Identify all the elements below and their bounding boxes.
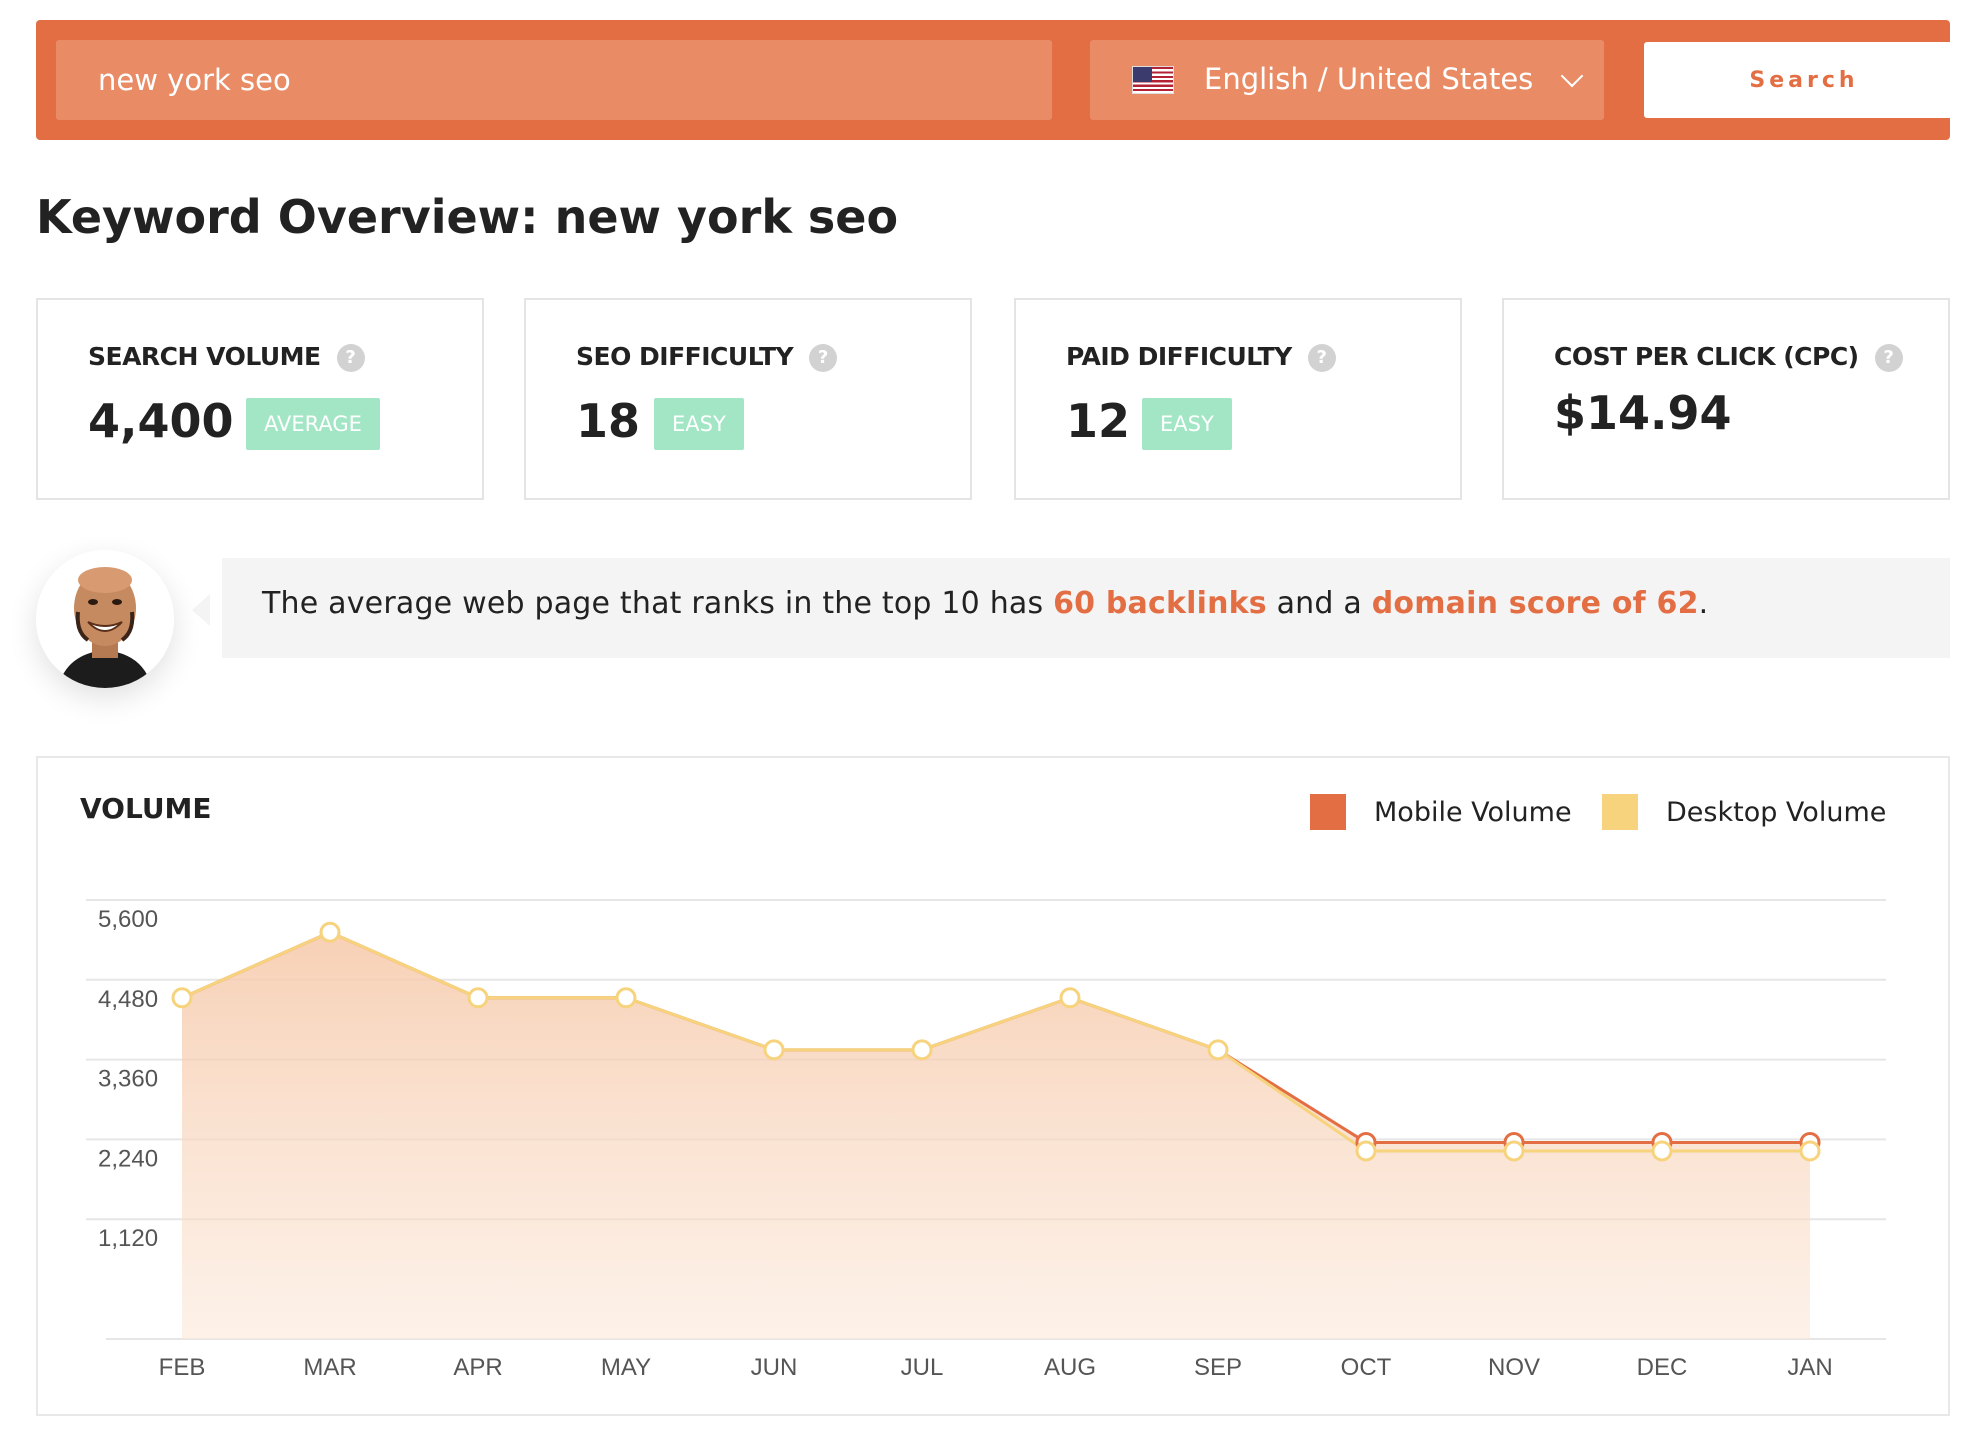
seo-difficulty-card: SEO DIFFICULTY? 18 EASY [524,298,972,500]
search-volume-value: 4,400 [88,394,234,448]
x-tick-label: FEB [159,1354,206,1381]
desktop-volume-point [615,987,637,1009]
card-label: SEO DIFFICULTY? [576,342,838,372]
legend-swatch-mobile [1310,794,1346,830]
legend-item-desktop: Desktop Volume [1602,794,1886,830]
page-title-keyword: new york seo [554,190,899,244]
desktop-volume-point [763,1039,785,1061]
help-icon[interactable]: ? [1307,344,1336,372]
x-tick-label: JAN [1787,1354,1832,1381]
y-tick-label: 3,360 [98,1066,158,1093]
x-tick-label: JUN [751,1354,798,1381]
legend-swatch-desktop [1602,794,1638,830]
desktop-volume-point [1651,1140,1673,1162]
x-tick-label: SEP [1194,1354,1242,1381]
desktop-volume-point [1799,1140,1821,1162]
y-tick-label: 1,120 [98,1225,158,1252]
search-button[interactable]: Search [1644,42,1964,118]
speech-pointer [192,594,210,626]
chart-title: VOLUME [80,792,212,825]
card-label: COST PER CLICK (CPC)? [1554,342,1903,372]
desktop-volume-point [1207,1039,1229,1061]
y-tick-label: 4,480 [98,986,158,1013]
avatar [36,550,174,688]
legend-label-desktop: Desktop Volume [1666,796,1887,828]
backlinks-highlight: 60 backlinks [1053,586,1267,621]
desktop-volume-point [911,1039,933,1061]
avatar-face-icon [36,550,174,688]
domain-score-highlight: domain score of 62 [1371,586,1699,621]
difficulty-badge: EASY [654,398,744,450]
difficulty-badge: EASY [1142,398,1232,450]
x-tick-label: DEC [1637,1354,1688,1381]
card-label: PAID DIFFICULTY? [1066,342,1336,372]
difficulty-badge: AVERAGE [246,398,380,450]
desktop-volume-line [181,930,1810,1153]
x-tick-label: APR [453,1354,502,1381]
desktop-volume-point [171,987,193,1009]
y-tick-label: 5,600 [98,906,158,933]
search-input[interactable] [56,40,1052,120]
search-volume-card: SEARCH VOLUME? 4,400 AVERAGE [36,298,484,500]
volume-chart: 5,600 4,480 3,360 2,240 1,120 FEB MAR APR MAY JU… [86,899,1886,1381]
legend-item-mobile: Mobile Volume [1310,794,1572,830]
desktop-volume-point [1503,1140,1525,1162]
x-tick-label: NOV [1488,1354,1540,1381]
seo-difficulty-value: 18 [576,394,641,448]
help-icon[interactable]: ? [1874,344,1903,372]
x-tick-label: OCT [1341,1354,1392,1381]
cpc-value: $14.94 [1554,386,1732,440]
y-tick-label: 2,240 [98,1145,158,1172]
legend-label-mobile: Mobile Volume [1374,796,1572,828]
desktop-volume-point [319,921,341,943]
insight-text: The average web page that ranks in the t… [262,586,1709,621]
language-select[interactable]: English / United States [1090,40,1604,120]
search-bar: English / United States Search [36,20,1964,140]
x-tick-label: MAR [303,1354,356,1381]
page-title-prefix: Keyword Overview: [36,190,539,244]
card-label: SEARCH VOLUME? [88,342,365,372]
desktop-volume-point [1059,987,1081,1009]
volume-area [182,932,1810,1339]
volume-chart-card: 5,600 4,480 3,360 2,240 1,120 FEB MAR APR MAY JU… [36,756,1950,1416]
x-tick-label: JUL [901,1354,944,1381]
paid-difficulty-value: 12 [1066,394,1131,448]
chevron-down-icon [1560,64,1584,88]
cpc-card: COST PER CLICK (CPC)? $14.94 [1502,298,1950,500]
us-flag-icon [1132,66,1174,94]
x-tick-label: MAY [601,1354,651,1381]
insight-box [222,558,1950,658]
paid-difficulty-card: PAID DIFFICULTY? 12 EASY [1014,298,1462,500]
help-icon[interactable]: ? [336,344,365,372]
desktop-volume-point [1355,1140,1377,1162]
page-title: Keyword Overview: new york seo [36,190,898,244]
desktop-volume-point [467,987,489,1009]
help-icon[interactable]: ? [809,344,838,372]
x-tick-label: AUG [1044,1354,1096,1381]
language-label: English / United States [1204,62,1534,96]
